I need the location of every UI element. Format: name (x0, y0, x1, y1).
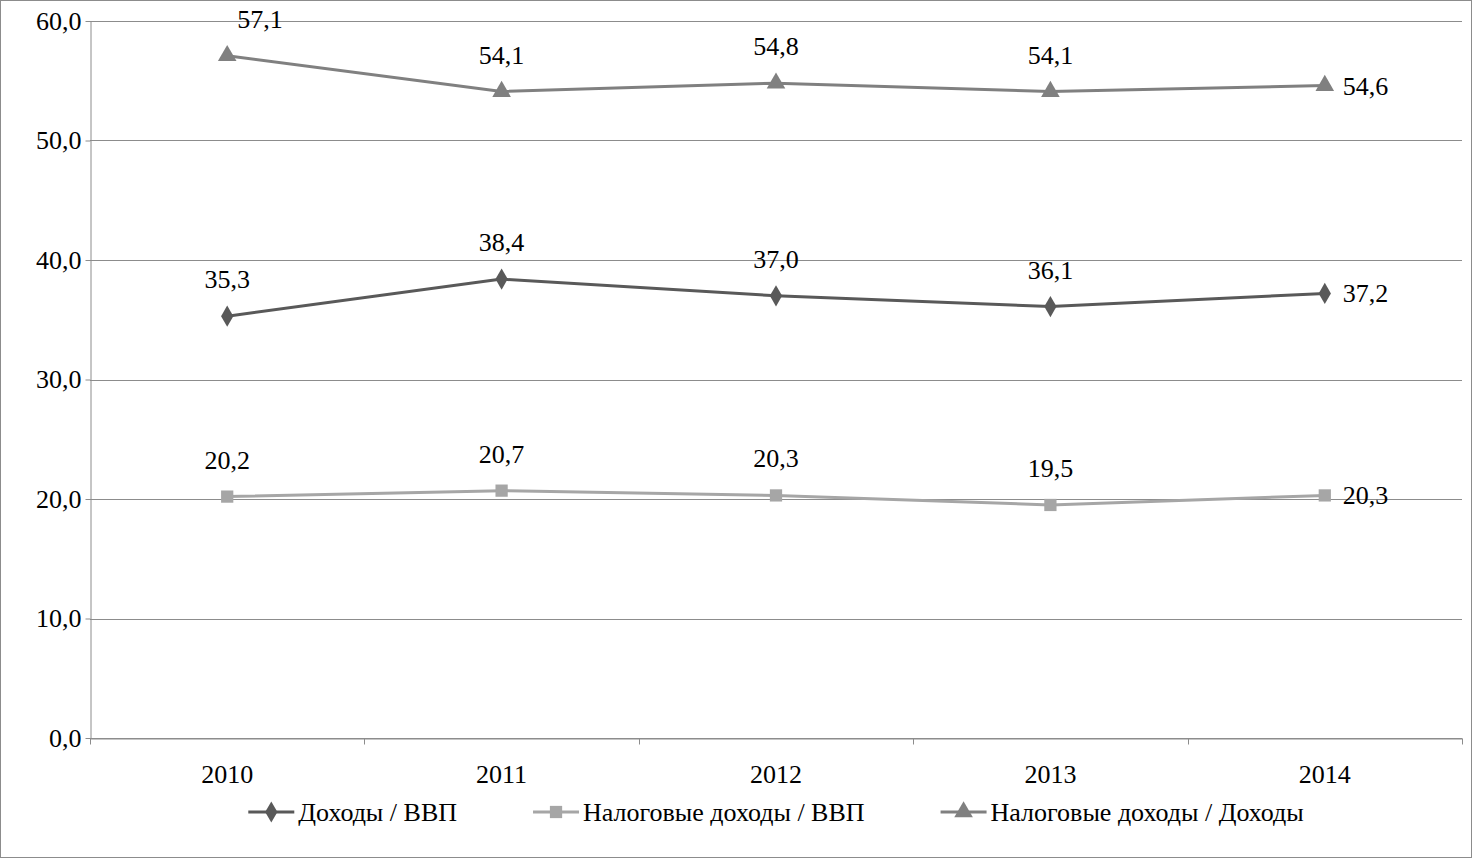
data-label: 35,3 (204, 265, 250, 294)
y-tick-label: 30,0 (36, 365, 82, 394)
series-marker (767, 72, 786, 88)
x-category-divider (364, 739, 365, 745)
x-category-divider (1462, 739, 1463, 745)
y-tick-label: 20,0 (36, 485, 82, 514)
series-marker (221, 306, 233, 327)
grid-line (90, 619, 1462, 620)
data-label: 20,2 (204, 446, 250, 475)
legend-marker (954, 801, 973, 817)
series-marker (770, 489, 782, 501)
series-line (227, 279, 1325, 316)
x-tick: 2013 (1024, 760, 1076, 789)
data-label: 19,5 (1028, 454, 1074, 483)
series-marker (1319, 283, 1331, 304)
legend-marker (550, 806, 562, 818)
data-label: 57,1 (237, 5, 283, 34)
y-tick: 30,0 (36, 365, 91, 394)
x-category-divider (1188, 739, 1189, 745)
y-tick-mark (86, 499, 91, 500)
y-axis: 0,0 10,0 20,0 30,0 40,0 50,0 60,0 (36, 7, 91, 753)
data-label: 20,3 (753, 444, 799, 473)
grid-line (90, 140, 1462, 141)
series-marker (1319, 489, 1331, 501)
y-tick: 20,0 (36, 485, 91, 514)
grid-line (90, 380, 1462, 381)
y-tick-mark (86, 738, 91, 739)
data-label: 54,8 (753, 32, 799, 61)
chart: 0,010,020,030,040,050,060,02010201120122… (0, 0, 1472, 858)
x-tick-label: 2013 (1024, 760, 1076, 789)
x-category-divider (639, 739, 640, 745)
data-label: 38,4 (479, 228, 525, 257)
data-label: 54,6 (1343, 72, 1389, 101)
data-labels: 35,3 38,4 37,0 36,1 37,2 20,2 20,7 20,3 19,5 20,3… (204, 5, 1388, 511)
grid-line (90, 738, 1462, 739)
series-marker (495, 269, 507, 290)
x-tick: 2011 (476, 760, 527, 789)
data-label: 37,0 (753, 245, 799, 274)
legend: Доходы / ВВП Налоговые доходы / ВВП Налого… (248, 798, 1303, 827)
x-category-divider (90, 739, 91, 745)
x-tick-label: 2010 (201, 760, 253, 789)
legend-item: Доходы / ВВП (248, 798, 457, 827)
series-marker (218, 45, 237, 61)
y-tick: 50,0 (36, 126, 91, 155)
grid (90, 22, 1462, 739)
data-label: 20,3 (1343, 481, 1389, 510)
x-tick-label: 2012 (750, 760, 802, 789)
y-tick-label: 40,0 (36, 246, 82, 275)
legend-marker (265, 801, 277, 822)
legend-item: Налоговые доходы / Доходы (941, 798, 1304, 827)
plot-area (218, 45, 1334, 511)
y-tick-label: 10,0 (36, 604, 82, 633)
legend-label: Налоговые доходы / ВВП (583, 798, 865, 827)
series-marker (1044, 499, 1056, 511)
series-marker (1041, 81, 1060, 97)
x-category-divider (913, 739, 914, 745)
y-tick-label: 0,0 (49, 724, 82, 753)
series-marker (1315, 75, 1334, 91)
x-tick: 2014 (1299, 760, 1351, 789)
y-tick-mark (86, 260, 91, 261)
y-tick: 10,0 (36, 604, 91, 633)
data-label: 54,1 (479, 41, 525, 70)
legend-label: Налоговые доходы / Доходы (991, 798, 1304, 827)
series-marker (1044, 296, 1056, 317)
series-marker (495, 485, 507, 497)
y-tick-mark (86, 21, 91, 22)
x-axis: 2010 2011 2012 2013 2014 (91, 739, 1463, 789)
data-label: 36,1 (1028, 256, 1074, 285)
chart-frame (1, 1, 1472, 858)
x-tick: 2010 (201, 760, 253, 789)
data-label: 37,2 (1343, 279, 1389, 308)
legend-label: Доходы / ВВП (298, 798, 457, 827)
y-tick-mark (86, 380, 91, 381)
x-tick-label: 2011 (476, 760, 527, 789)
y-tick-mark (86, 141, 91, 142)
legend-item: Налоговые доходы / ВВП (533, 798, 865, 827)
x-tick-label: 2014 (1299, 760, 1351, 789)
y-tick: 60,0 (36, 7, 91, 36)
data-label: 54,1 (1028, 41, 1074, 70)
series-marker (770, 285, 782, 306)
grid-line (90, 21, 1462, 22)
y-axis-line (91, 22, 92, 739)
y-tick: 40,0 (36, 246, 91, 275)
y-tick-mark (86, 619, 91, 620)
x-axis-line (91, 739, 1463, 740)
y-tick-label: 50,0 (36, 126, 82, 155)
series-marker (221, 490, 233, 502)
y-tick-label: 60,0 (36, 7, 82, 36)
y-tick: 0,0 (49, 724, 91, 753)
data-label: 20,7 (479, 440, 525, 469)
x-tick: 2012 (750, 760, 802, 789)
series-marker (492, 81, 511, 97)
